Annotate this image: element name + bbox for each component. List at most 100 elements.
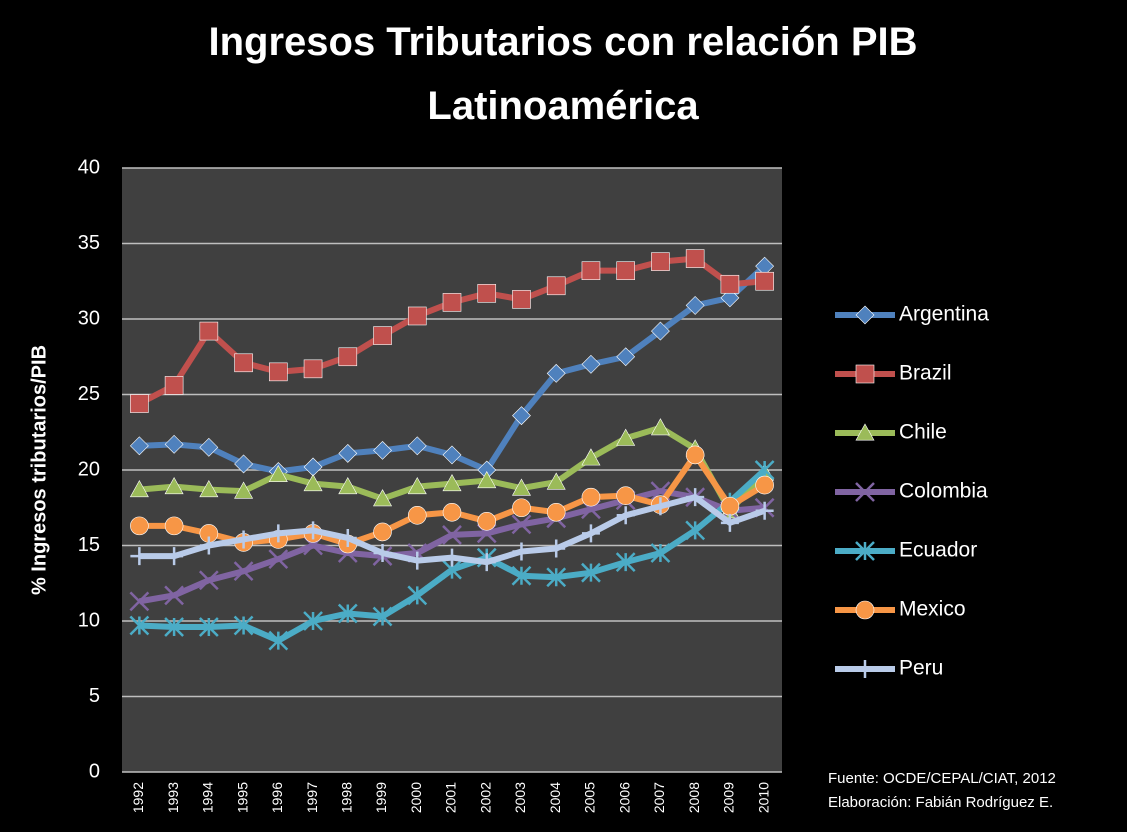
data-point — [755, 475, 774, 495]
legend-marker — [855, 600, 875, 620]
x-tick-label: 2006 — [616, 782, 632, 813]
data-point — [477, 553, 496, 572]
legend-label: Argentina — [899, 303, 989, 326]
data-point — [512, 498, 531, 518]
data-point — [581, 354, 601, 374]
legend-marker — [855, 364, 875, 384]
legend-label: Brazil — [899, 362, 952, 385]
x-tick-label: 1996 — [269, 782, 285, 813]
data-point — [546, 567, 567, 588]
chart-title: Ingresos Tributarios con relación PIB La… — [208, 20, 918, 128]
data-point — [512, 406, 531, 426]
data-point — [547, 539, 566, 558]
data-point — [373, 326, 392, 345]
data-point — [164, 585, 184, 606]
data-point — [546, 472, 566, 490]
data-point — [198, 570, 219, 591]
data-point — [685, 249, 705, 268]
data-point — [685, 445, 705, 465]
data-point — [685, 520, 706, 541]
data-point — [581, 261, 601, 280]
data-point — [651, 252, 670, 271]
data-point — [616, 347, 636, 367]
x-tick-label: 1995 — [234, 782, 250, 813]
data-point — [199, 480, 219, 498]
legend-marker — [855, 423, 875, 441]
x-tick-label: 2005 — [582, 782, 598, 813]
data-point — [199, 437, 219, 457]
legend-label: Mexico — [899, 598, 966, 621]
data-point — [269, 362, 288, 382]
data-point — [304, 521, 323, 540]
data-point — [651, 497, 670, 516]
data-point — [755, 271, 774, 291]
data-point — [546, 276, 566, 296]
data-point — [130, 547, 149, 566]
y-tick-label: 25 — [78, 383, 100, 405]
data-point — [581, 448, 601, 466]
y-tick-label: 15 — [78, 534, 100, 556]
data-point — [130, 516, 149, 536]
data-point — [373, 544, 392, 563]
data-point — [233, 615, 254, 636]
x-tick-label: 2003 — [512, 782, 528, 813]
data-point — [720, 496, 740, 516]
data-point — [581, 487, 601, 507]
legend-label: Ecuador — [899, 539, 977, 562]
data-point — [407, 476, 427, 495]
data-point — [234, 530, 253, 549]
credit-note: Elaboración: Fabián Rodríguez E. — [828, 794, 1053, 811]
legend-label: Peru — [899, 657, 943, 680]
data-point — [477, 470, 497, 489]
data-point — [442, 473, 462, 492]
x-tick-label: 1998 — [338, 782, 354, 813]
data-point — [268, 549, 289, 569]
data-point — [337, 603, 358, 624]
data-point — [129, 436, 149, 456]
x-tick-label: 2007 — [651, 782, 667, 813]
data-point — [546, 502, 566, 522]
data-point — [685, 295, 705, 315]
data-point — [512, 290, 531, 309]
data-point — [164, 516, 184, 536]
data-point — [164, 376, 184, 395]
data-point — [338, 528, 357, 547]
source-note: Fuente: OCDE/CEPAL/CIAT, 2012 — [828, 770, 1056, 787]
x-tick-label: 2001 — [443, 782, 459, 813]
data-point — [129, 480, 149, 498]
data-point — [373, 440, 392, 460]
data-point — [129, 615, 150, 636]
y-tick-label: 10 — [78, 609, 100, 631]
data-point — [720, 513, 739, 532]
data-point — [511, 478, 531, 496]
data-point — [512, 542, 531, 561]
data-point — [407, 306, 427, 326]
legend-marker — [855, 305, 875, 325]
data-point — [616, 261, 635, 280]
data-point — [338, 443, 358, 463]
data-point — [164, 476, 184, 495]
legend-label: Colombia — [899, 480, 988, 503]
data-point — [720, 274, 740, 294]
data-point — [407, 505, 427, 525]
data-point — [303, 611, 323, 631]
legend-marker — [855, 541, 875, 561]
y-tick-label: 40 — [78, 156, 100, 178]
data-point — [442, 445, 462, 465]
data-point — [372, 606, 393, 627]
data-point — [234, 454, 254, 474]
data-point — [268, 630, 289, 651]
data-point — [511, 514, 532, 535]
x-tick-label: 2000 — [408, 782, 424, 813]
y-tick-label: 30 — [78, 307, 100, 329]
data-point — [511, 565, 532, 586]
data-point — [442, 293, 462, 312]
data-point — [616, 486, 635, 505]
x-tick-label: 1997 — [304, 782, 320, 813]
data-point — [616, 428, 636, 446]
data-point — [546, 363, 566, 383]
data-point — [443, 548, 461, 567]
data-point — [755, 501, 774, 520]
